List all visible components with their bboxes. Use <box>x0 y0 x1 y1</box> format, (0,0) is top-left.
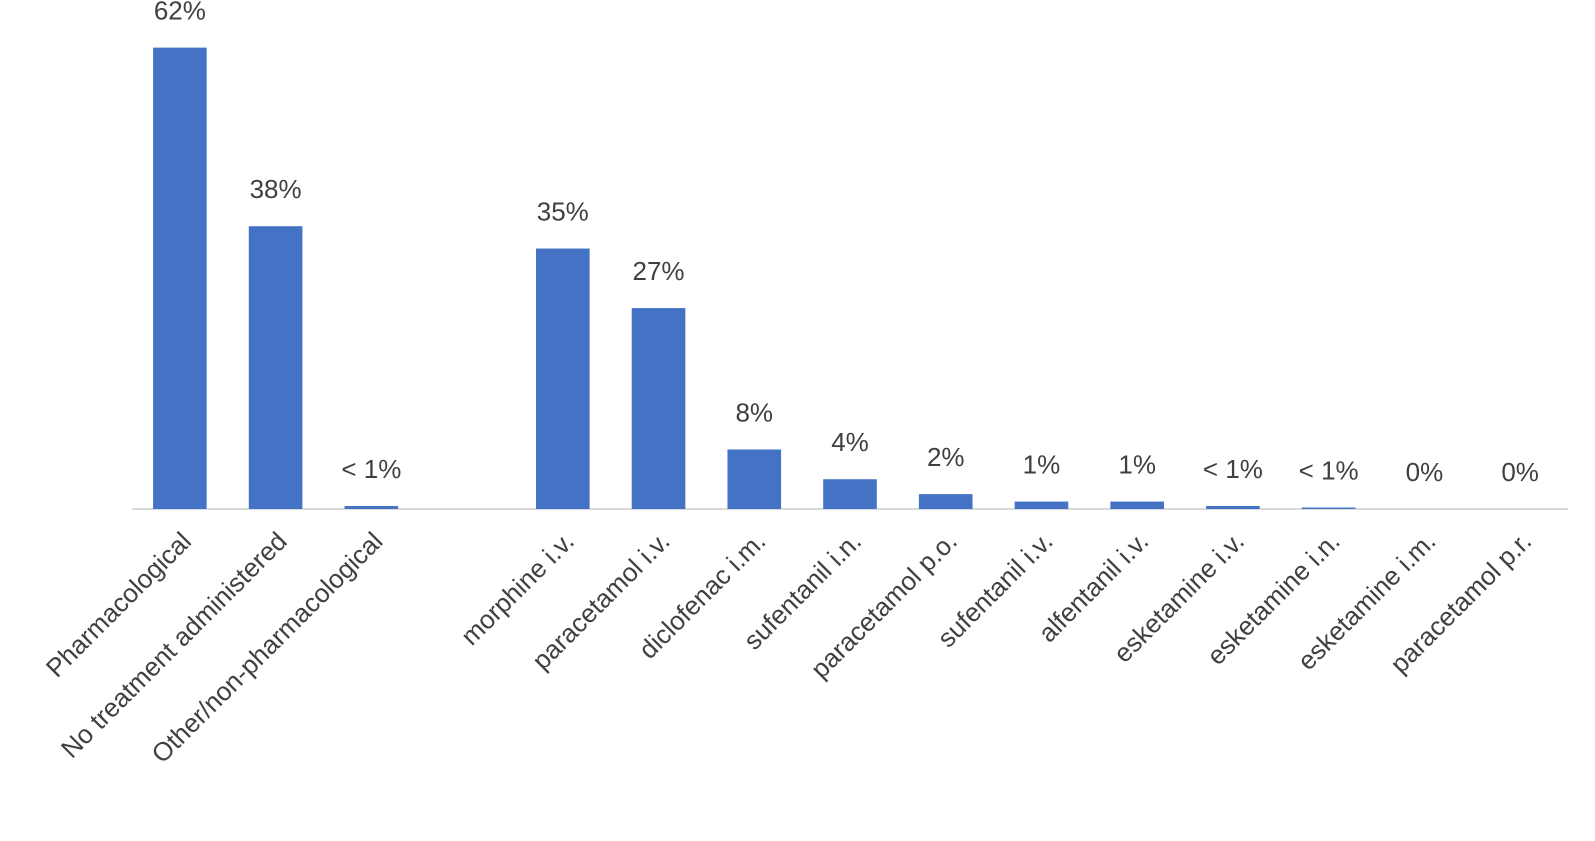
bar <box>727 449 782 509</box>
data-label: 4% <box>831 427 869 457</box>
data-label: < 1% <box>1299 455 1359 485</box>
data-label: 1% <box>1118 449 1156 479</box>
data-label: 35% <box>537 196 589 226</box>
bar <box>535 248 590 509</box>
bar <box>344 506 399 509</box>
data-label: 62% <box>154 0 206 26</box>
data-label: 0% <box>1406 457 1444 487</box>
data-label: < 1% <box>1203 454 1263 484</box>
data-label: 2% <box>927 442 965 472</box>
data-label: < 1% <box>341 454 401 484</box>
bar <box>1301 507 1356 509</box>
data-label: 1% <box>1023 449 1061 479</box>
data-label: 8% <box>735 397 773 427</box>
bar <box>1110 501 1165 509</box>
data-label: 0% <box>1501 457 1539 487</box>
data-label: 38% <box>250 174 302 204</box>
bar <box>918 494 973 509</box>
data-label: 27% <box>633 256 685 286</box>
bar <box>248 226 303 509</box>
bar <box>631 308 686 509</box>
bar <box>823 479 877 509</box>
bar <box>1206 506 1260 509</box>
bar <box>153 47 207 509</box>
bar <box>1014 501 1069 509</box>
